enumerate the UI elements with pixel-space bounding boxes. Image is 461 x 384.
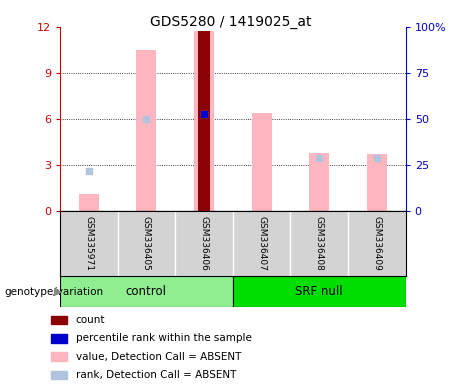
Text: value, Detection Call = ABSENT: value, Detection Call = ABSENT <box>76 352 241 362</box>
Bar <box>60 276 233 307</box>
Bar <box>136 50 156 211</box>
Text: SRF null: SRF null <box>296 285 343 298</box>
Bar <box>51 353 67 361</box>
Bar <box>309 153 329 211</box>
Text: count: count <box>76 315 105 325</box>
Text: genotype/variation: genotype/variation <box>5 287 104 297</box>
Text: GSM336406: GSM336406 <box>200 217 208 271</box>
Bar <box>51 371 67 379</box>
Text: rank, Detection Call = ABSENT: rank, Detection Call = ABSENT <box>76 370 236 380</box>
Text: GSM335971: GSM335971 <box>84 217 93 271</box>
Bar <box>198 31 210 211</box>
Bar <box>51 334 67 343</box>
Text: GSM336405: GSM336405 <box>142 217 151 271</box>
Bar <box>79 194 99 211</box>
Text: GSM336407: GSM336407 <box>257 217 266 271</box>
Text: GDS5280 / 1419025_at: GDS5280 / 1419025_at <box>150 15 311 29</box>
Text: GSM336408: GSM336408 <box>315 217 324 271</box>
Text: GSM336409: GSM336409 <box>372 217 381 271</box>
Text: control: control <box>126 285 167 298</box>
Bar <box>194 31 214 211</box>
Bar <box>233 276 406 307</box>
Bar <box>367 154 387 211</box>
Text: ▶: ▶ <box>54 287 63 297</box>
Bar <box>51 316 67 324</box>
Bar <box>252 113 272 211</box>
Text: percentile rank within the sample: percentile rank within the sample <box>76 333 251 343</box>
